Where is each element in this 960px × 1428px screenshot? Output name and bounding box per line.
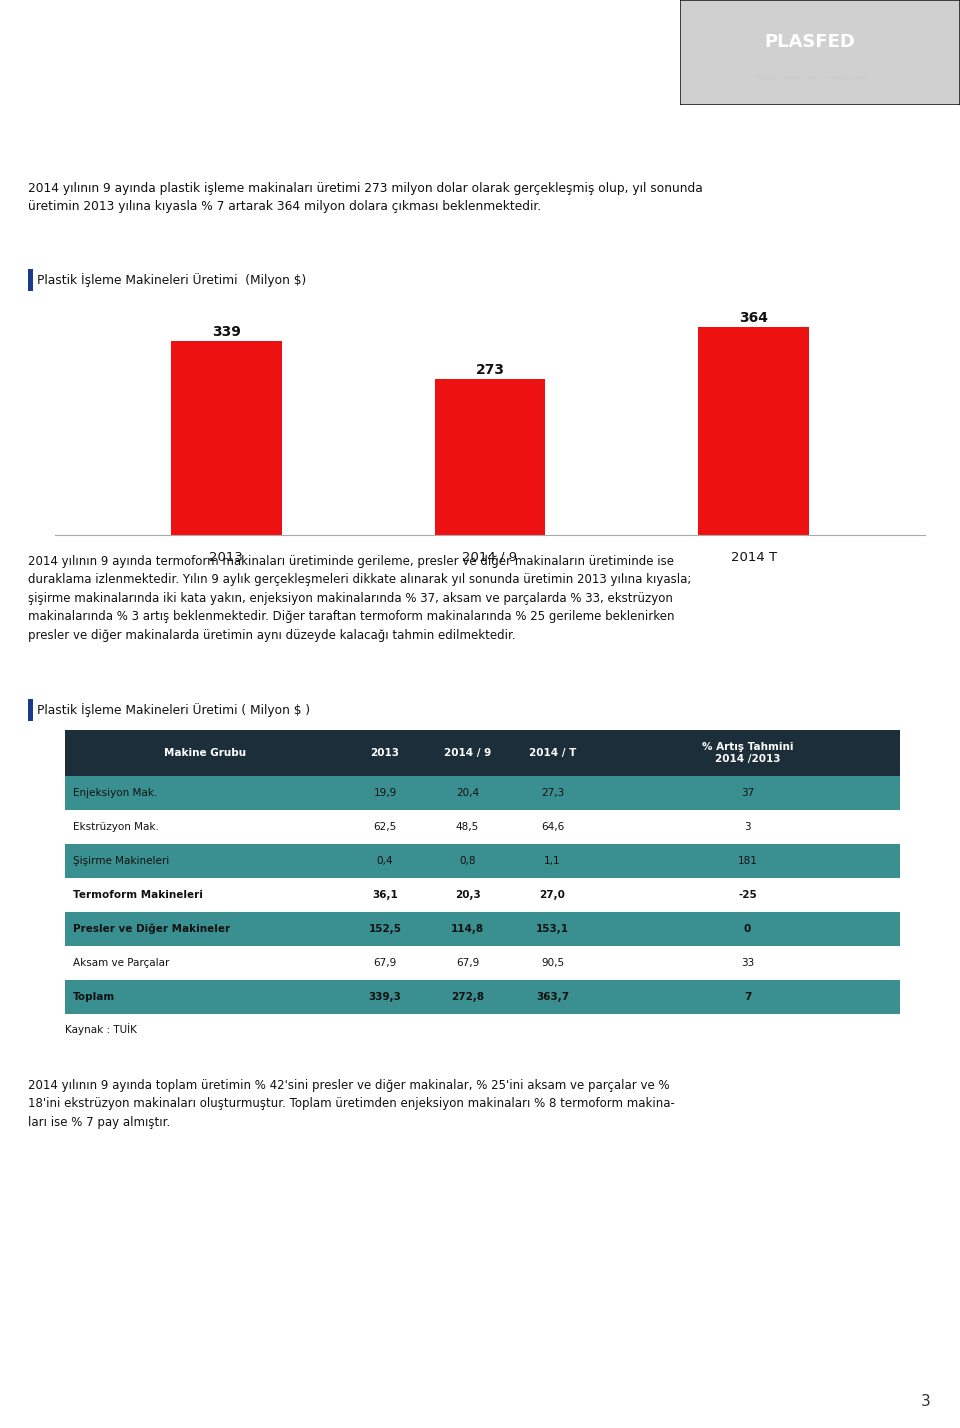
Text: 2014 / 9: 2014 / 9 (444, 748, 492, 758)
Text: Enjeksiyon Mak.: Enjeksiyon Mak. (73, 788, 157, 798)
Bar (65, 945, 900, 980)
Text: 0,4: 0,4 (376, 855, 394, 865)
Text: PLASTİK İŞLEME MAKİNALARI ÜRETİMİ :: PLASTİK İŞLEME MAKİNALARI ÜRETİMİ : (42, 133, 339, 147)
Bar (28, 270, 33, 291)
Text: 3: 3 (922, 1395, 931, 1409)
Bar (698, 327, 809, 536)
Text: % Artış Tahmini
2014 /2013: % Artış Tahmini 2014 /2013 (702, 743, 793, 764)
Bar (65, 912, 900, 945)
Text: Termoform Makineleri: Termoform Makineleri (73, 890, 203, 900)
Bar (435, 378, 545, 536)
Text: 33: 33 (741, 958, 755, 968)
Text: 153,1: 153,1 (536, 924, 569, 934)
Text: Plastik İşleme Makineleri Üretimi  (Milyon $): Plastik İşleme Makineleri Üretimi (Milyo… (37, 273, 306, 287)
Text: Plastik Sanayicileri Federasyonu: Plastik Sanayicileri Federasyonu (754, 76, 866, 81)
Text: Ekstrüzyon Mak.: Ekstrüzyon Mak. (73, 823, 158, 833)
Text: Plastik İşleme Makineleri Üretimi ( Milyon $ ): Plastik İşleme Makineleri Üretimi ( Mily… (37, 703, 310, 717)
Text: 27,3: 27,3 (540, 788, 564, 798)
Bar (65, 810, 900, 844)
Text: 339: 339 (212, 326, 241, 338)
Text: Toplam: Toplam (73, 992, 115, 1002)
Text: 27,0: 27,0 (540, 890, 565, 900)
Text: 1,1: 1,1 (544, 855, 561, 865)
Text: 2014 yılının 9 ayında plastik işleme makinaları üretimi 273 milyon dolar olarak : 2014 yılının 9 ayında plastik işleme mak… (28, 181, 703, 213)
Bar (65, 730, 900, 775)
Text: 2014 yılının 9 ayında toplam üretimin % 42'sini presler ve diğer makinalar, % 25: 2014 yılının 9 ayında toplam üretimin % … (28, 1080, 675, 1130)
Text: 2013: 2013 (371, 748, 399, 758)
Text: 90,5: 90,5 (540, 958, 564, 968)
Text: Şişirme Makineleri: Şişirme Makineleri (73, 855, 169, 865)
Text: 20,3: 20,3 (455, 890, 480, 900)
Text: 7: 7 (744, 992, 751, 1002)
Text: 339,3: 339,3 (369, 992, 401, 1002)
Text: 67,9: 67,9 (373, 958, 396, 968)
Text: Presler ve Diğer Makineler: Presler ve Diğer Makineler (73, 924, 230, 934)
Text: 36,1: 36,1 (372, 890, 397, 900)
FancyBboxPatch shape (680, 0, 960, 106)
Bar (65, 844, 900, 878)
Text: 3: 3 (744, 823, 751, 833)
Text: 273: 273 (475, 363, 505, 377)
Text: 48,5: 48,5 (456, 823, 479, 833)
Bar (65, 980, 900, 1014)
Text: 20,4: 20,4 (456, 788, 479, 798)
Text: 364: 364 (739, 311, 768, 324)
Text: PLASFED: PLASFED (764, 33, 855, 51)
Text: Kaynak : TUİK: Kaynak : TUİK (65, 1022, 137, 1035)
Text: 19,9: 19,9 (373, 788, 396, 798)
Bar (171, 341, 281, 536)
Text: 181: 181 (737, 855, 757, 865)
Text: 0,8: 0,8 (459, 855, 476, 865)
Text: 2014 / T: 2014 / T (529, 748, 576, 758)
Text: 64,6: 64,6 (540, 823, 564, 833)
Bar (65, 878, 900, 912)
Text: 363,7: 363,7 (536, 992, 569, 1002)
Text: 114,8: 114,8 (451, 924, 484, 934)
Text: 37: 37 (741, 788, 755, 798)
Text: 272,8: 272,8 (451, 992, 484, 1002)
Text: Aksam ve Parçalar: Aksam ve Parçalar (73, 958, 169, 968)
Text: 62,5: 62,5 (373, 823, 396, 833)
Text: Makine Grubu: Makine Grubu (164, 748, 246, 758)
Text: 152,5: 152,5 (369, 924, 401, 934)
Bar (65, 775, 900, 810)
Text: 0: 0 (744, 924, 751, 934)
Bar (28, 700, 33, 721)
Text: 67,9: 67,9 (456, 958, 479, 968)
Text: 2014 yılının 9 ayında termoform makinaları üretiminde gerileme, presler ve diğer: 2014 yılının 9 ayında termoform makinala… (28, 555, 691, 643)
Text: -25: -25 (738, 890, 756, 900)
